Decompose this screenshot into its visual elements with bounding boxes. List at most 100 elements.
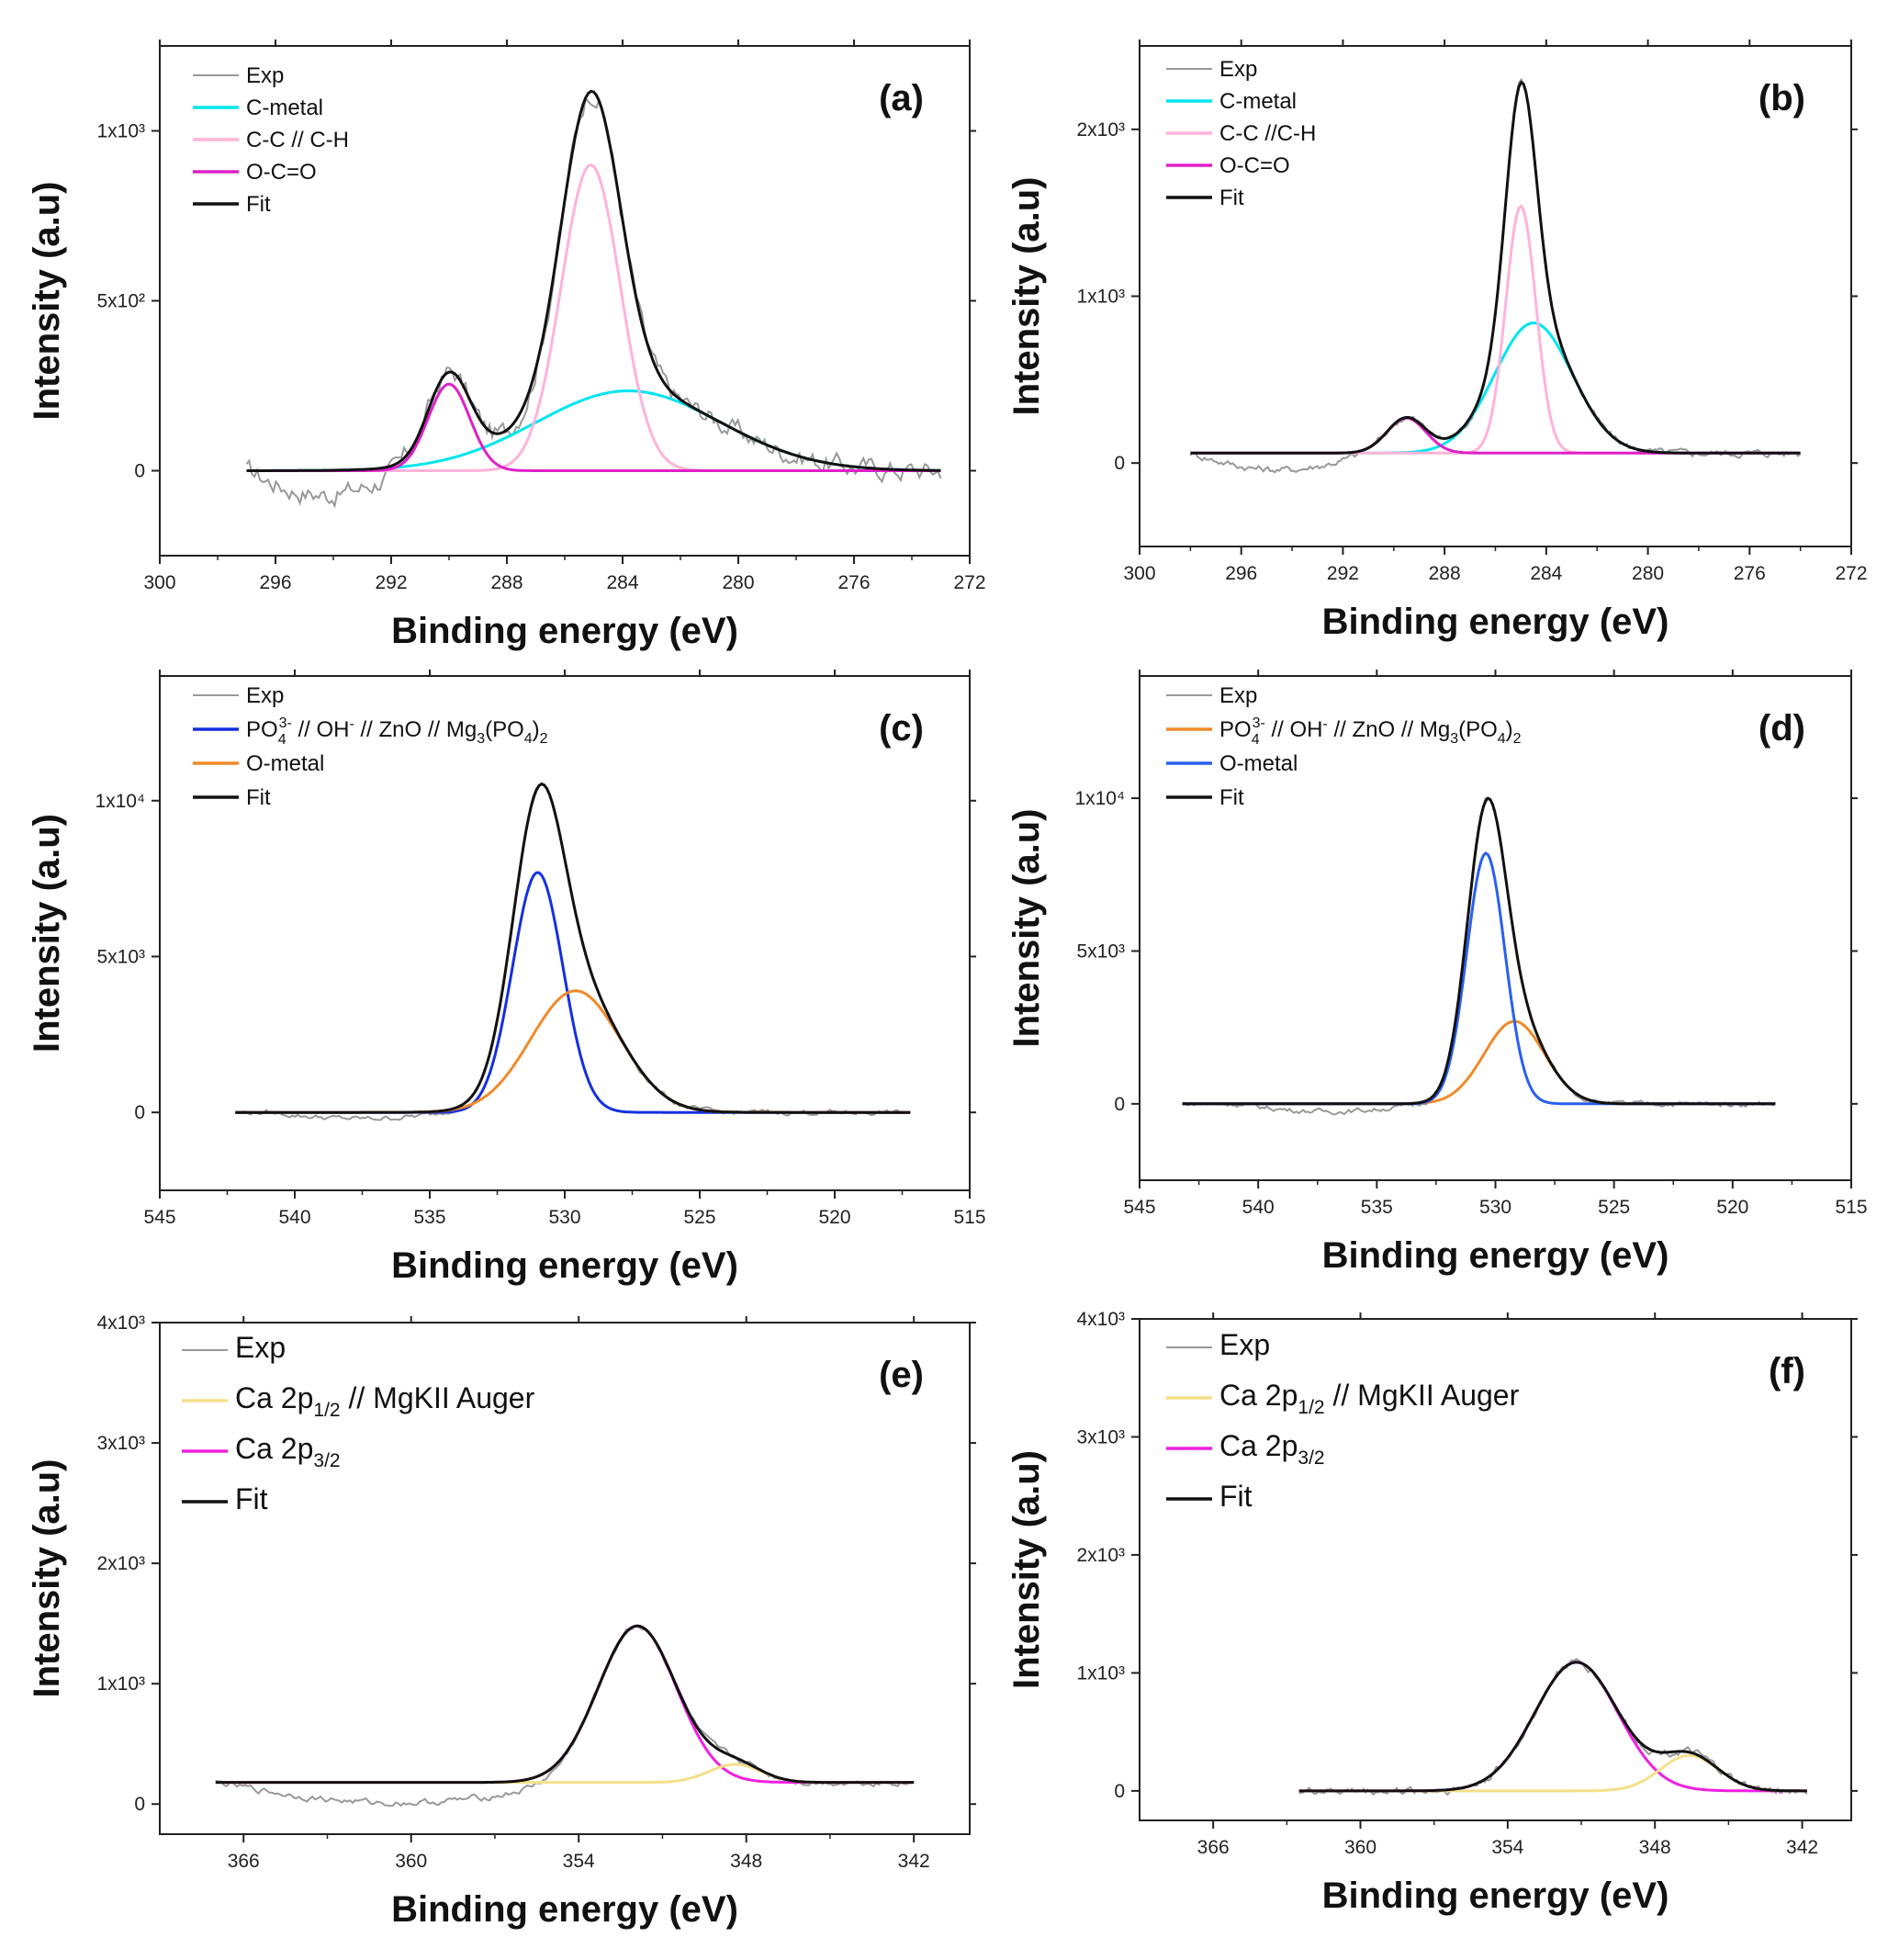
- x-axis-title: Binding energy (eV): [391, 1245, 738, 1286]
- y-axis-title: Intensity (a.u): [27, 1459, 67, 1697]
- y-tick-label: 5x10²: [96, 291, 145, 312]
- x-tick-label: 288: [490, 572, 523, 593]
- x-tick-label: 272: [953, 572, 985, 593]
- series-fit: [235, 782, 911, 1114]
- series-component: [215, 1624, 915, 1785]
- legend-label: C-metal: [246, 96, 323, 120]
- panel-label: (b): [1759, 78, 1805, 118]
- x-tick-label: 366: [1197, 1837, 1230, 1858]
- series-component: [1182, 1019, 1776, 1106]
- chart-panel-c: 545 540 535 530 525 520 515 0 5x10³ 1x10⁴ Binding …: [27, 670, 986, 1286]
- y-tick-label: 1x10³: [96, 1673, 145, 1695]
- legend: Exp Ca 2p1/2 // MgKII Auger Ca 2p3/2 Fit: [1166, 1328, 1520, 1513]
- legend-label: C-C // C-H: [246, 128, 349, 152]
- series-fit: [246, 89, 941, 472]
- x-tick-label: 292: [1327, 563, 1359, 584]
- y-tick-label: 0: [1114, 453, 1125, 474]
- x-tick-label: 296: [1225, 563, 1257, 584]
- legend-label: Fit: [1219, 1480, 1253, 1513]
- series-exp: [215, 1625, 915, 1808]
- y-axis-title: Intensity (a.u): [1006, 176, 1047, 415]
- legend: Exp PO43- // OH- // ZnO // Mg3(PO4)2 O-met…: [193, 683, 548, 810]
- x-tick-label: 530: [1479, 1197, 1511, 1218]
- x-tick-label: 535: [413, 1207, 445, 1228]
- series-component: [1190, 416, 1801, 455]
- chart-panel-e: 366 360 354 348 342 0 1x10³ 2x10³ 3x10³ 4x10³ Bind…: [27, 1312, 976, 1930]
- x-tick-label: 276: [837, 572, 870, 593]
- panel-label: (d): [1759, 708, 1805, 749]
- x-tick-label: 272: [1835, 563, 1867, 584]
- legend: Exp Ca 2p1/2 // MgKII Auger Ca 2p3/2 Fit: [182, 1331, 535, 1515]
- x-axis-title: Binding energy (eV): [391, 611, 738, 651]
- chart-panel-f: 366 360 354 348 342 0 1x10³ 2x10³ 3x10³ 4x10³ Bind…: [1006, 1309, 1858, 1916]
- series-component: [246, 163, 941, 472]
- legend-label: C-metal: [1219, 89, 1297, 114]
- x-tick-label: 540: [278, 1207, 310, 1228]
- legend-label: PO43- // OH- // ZnO // Mg3(PO4)2: [1219, 715, 1522, 748]
- x-tick-label: 280: [1632, 563, 1664, 584]
- series-fit: [1190, 80, 1801, 455]
- legend-label: Exp: [1219, 683, 1257, 708]
- x-tick-label: 515: [953, 1207, 985, 1228]
- y-tick-label: 0: [134, 461, 145, 482]
- y-tick-label: 2x10³: [1076, 119, 1125, 141]
- legend-label: Fit: [1219, 785, 1244, 810]
- legend-label: Fit: [235, 1482, 268, 1515]
- chart-panel-a: 300 296 292 288 284 280 276 272 0 5x10² 1x10³ Bindi…: [27, 39, 986, 651]
- y-axis-title: Intensity (a.u): [27, 181, 67, 420]
- y-tick-label: 5x10³: [1076, 941, 1125, 962]
- x-tick-label: 545: [143, 1207, 175, 1228]
- x-axis-title: Binding energy (eV): [391, 1889, 738, 1930]
- x-tick-label: 342: [1786, 1837, 1818, 1858]
- y-tick-label: 1x10³: [1076, 1662, 1125, 1684]
- legend-label: Ca 2p3/2: [1219, 1429, 1325, 1469]
- series-fit: [215, 1624, 915, 1785]
- legend: Exp C-metal C-C // C-H O-C=O Fit: [193, 63, 349, 217]
- x-tick-label: 520: [1716, 1197, 1748, 1218]
- x-tick-label: 535: [1361, 1197, 1393, 1218]
- x-tick-label: 530: [548, 1207, 580, 1228]
- y-tick-label: 0: [134, 1794, 145, 1815]
- x-tick-label: 348: [1639, 1837, 1671, 1858]
- legend-label: O-metal: [1219, 751, 1298, 776]
- legend-label: O-metal: [246, 751, 324, 776]
- x-tick-label: 540: [1242, 1197, 1275, 1218]
- x-tick-label: 366: [228, 1851, 260, 1872]
- legend-label: Exp: [246, 63, 284, 88]
- panel-label: (a): [879, 78, 924, 118]
- y-tick-label: 2x10³: [1076, 1545, 1125, 1566]
- chart-panel-b: 300 296 292 288 284 280 276 272 0 1x10³ 2x10³ Bindi…: [1006, 39, 1868, 642]
- y-axis-title: Intensity (a.u): [1006, 1450, 1047, 1689]
- x-tick-label: 545: [1123, 1197, 1155, 1218]
- series-component: [1182, 851, 1776, 1106]
- x-tick-label: 300: [1123, 563, 1155, 584]
- legend-label: Fit: [246, 192, 271, 217]
- y-tick-label: 5x10³: [96, 946, 145, 967]
- y-tick-label: 1x10³: [1076, 287, 1125, 308]
- x-tick-label: 354: [1491, 1837, 1523, 1858]
- x-tick-label: 525: [1598, 1197, 1630, 1218]
- x-tick-label: 360: [1344, 1837, 1376, 1858]
- series-component: [1190, 204, 1801, 455]
- x-tick-label: 525: [683, 1207, 715, 1228]
- x-axis-title: Binding energy (eV): [1322, 1235, 1669, 1276]
- series-component: [235, 871, 911, 1114]
- series-component: [246, 389, 941, 472]
- legend-label: Exp: [235, 1331, 286, 1364]
- plot-frame: [1139, 1318, 1852, 1821]
- series-exp: [245, 96, 942, 509]
- chart-panel-d: 545 540 535 530 525 520 515 0 5x10³ 1x10⁴ Binding …: [1006, 670, 1868, 1276]
- y-tick-label: 0: [1114, 1094, 1125, 1115]
- y-tick-label: 4x10³: [1076, 1309, 1125, 1330]
- legend-label: PO43- // OH- // ZnO // Mg3(PO4)2: [246, 715, 548, 748]
- y-tick-label: 0: [134, 1102, 145, 1123]
- panel-label: (f): [1769, 1351, 1805, 1391]
- legend-label: C-C //C-H: [1219, 121, 1316, 146]
- y-tick-label: 3x10³: [1076, 1426, 1125, 1447]
- x-tick-label: 360: [395, 1851, 427, 1872]
- series-fit: [1298, 1661, 1807, 1793]
- x-axis-title: Binding energy (eV): [1322, 1876, 1669, 1916]
- y-tick-label: 0: [1114, 1781, 1125, 1802]
- series-exp: [1182, 796, 1776, 1116]
